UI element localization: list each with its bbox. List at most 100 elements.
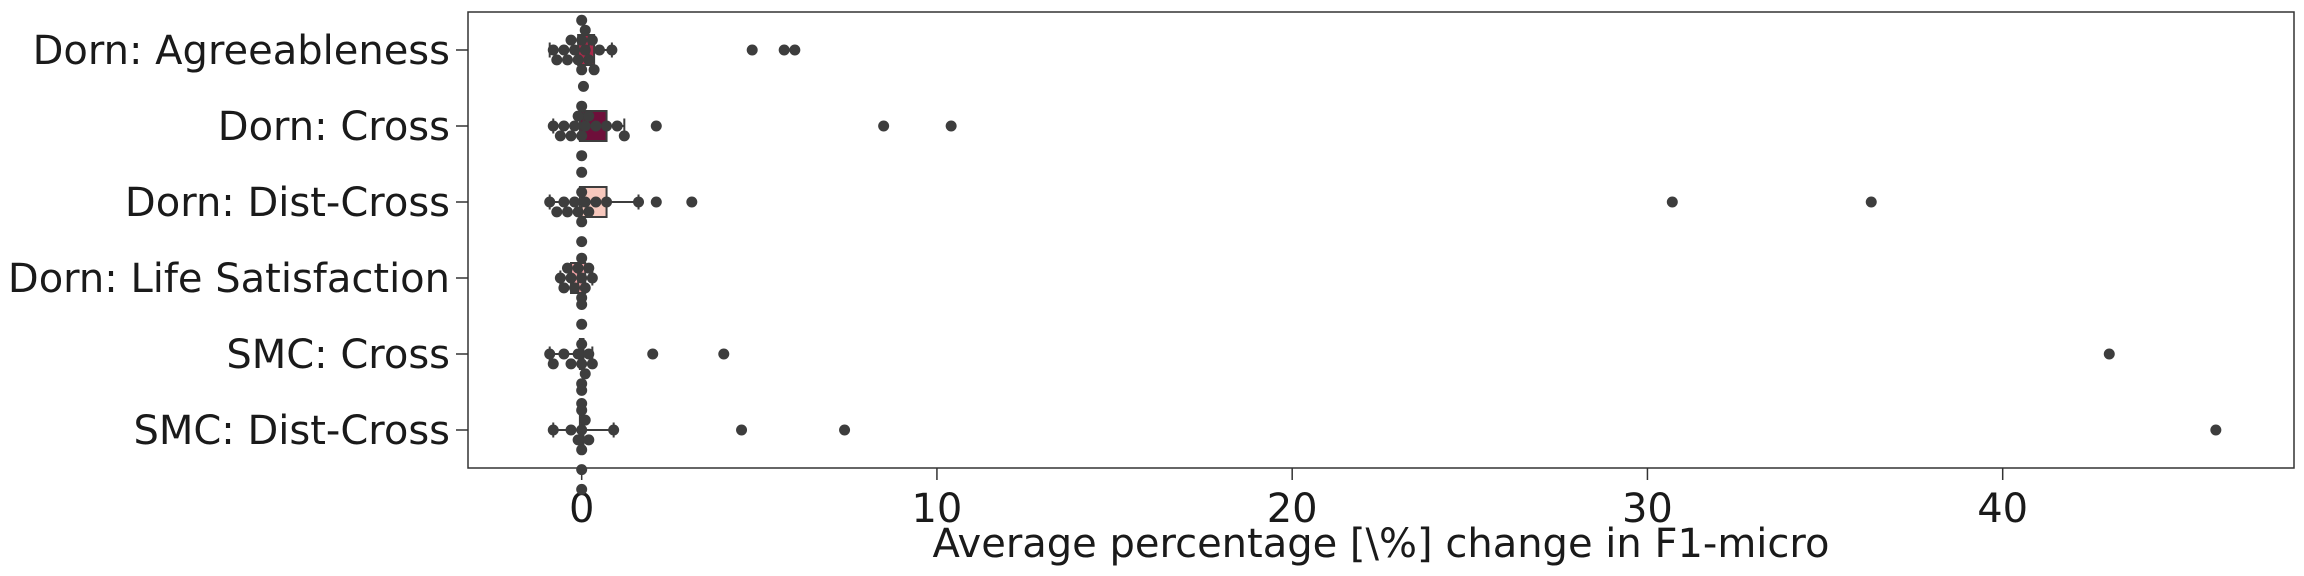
x-tick-label: 10 xyxy=(911,486,962,532)
data-point xyxy=(565,424,577,436)
data-point xyxy=(576,444,588,456)
data-point xyxy=(736,424,748,436)
data-point xyxy=(583,434,595,446)
data-point xyxy=(565,272,577,284)
data-point xyxy=(878,120,890,132)
data-point xyxy=(2103,348,2115,360)
data-point xyxy=(593,44,605,56)
data-point xyxy=(590,196,602,208)
data-point xyxy=(576,299,588,310)
data-point xyxy=(650,196,662,208)
x-tick-label: 30 xyxy=(1622,486,1673,532)
data-point xyxy=(576,483,588,495)
plot-frame xyxy=(467,11,2295,469)
data-point xyxy=(576,358,588,370)
data-point xyxy=(547,44,559,56)
data-point xyxy=(576,14,588,26)
category-label: Dorn: Cross xyxy=(218,104,450,150)
data-point xyxy=(544,196,556,208)
data-point xyxy=(572,54,584,66)
data-point xyxy=(650,120,662,132)
data-point xyxy=(565,358,577,370)
data-point xyxy=(547,358,559,370)
category-label: SMC: Cross xyxy=(226,332,450,378)
data-point xyxy=(576,318,588,330)
data-point xyxy=(576,150,588,162)
data-point xyxy=(686,196,698,208)
data-point xyxy=(579,120,591,132)
data-point xyxy=(718,348,730,360)
data-point xyxy=(565,34,577,46)
data-point xyxy=(633,196,645,208)
box-series xyxy=(548,34,640,446)
data-point xyxy=(576,272,588,284)
data-point xyxy=(647,348,659,360)
data-point xyxy=(576,384,588,396)
data-point xyxy=(586,34,598,46)
data-point xyxy=(1666,196,1678,208)
data-point xyxy=(576,34,588,46)
data-point xyxy=(601,120,613,132)
x-axis-ticks: 0 10 20 30 40 xyxy=(569,468,2028,532)
data-point xyxy=(576,64,588,76)
data-point xyxy=(579,24,591,36)
x-axis-title: Average percentage [\%] change in F1-mic… xyxy=(933,521,1830,567)
data-point xyxy=(569,196,581,208)
data-point xyxy=(547,424,559,436)
data-point xyxy=(572,434,584,446)
data-point xyxy=(576,338,588,350)
data-point xyxy=(579,368,591,380)
data-point xyxy=(778,44,790,56)
data-point xyxy=(579,196,591,208)
data-point xyxy=(576,252,588,264)
data-point xyxy=(586,358,598,370)
data-point xyxy=(608,424,620,436)
data-point xyxy=(945,120,957,132)
category-labels: Dorn: Agreeableness Dorn: Cross Dorn: Dist… xyxy=(8,28,468,454)
data-point xyxy=(579,414,591,426)
category-label: SMC: Dist-Cross xyxy=(133,408,450,454)
data-point xyxy=(576,424,588,436)
data-point xyxy=(565,130,577,142)
data-point xyxy=(579,282,591,294)
data-point xyxy=(576,404,588,416)
data-point xyxy=(576,166,588,178)
data-point xyxy=(572,262,584,274)
data-point xyxy=(583,110,595,122)
data-point xyxy=(576,100,588,112)
data-point xyxy=(547,120,559,132)
category-label: Dorn: Agreeableness xyxy=(33,28,450,74)
data-point xyxy=(839,424,851,436)
data-point xyxy=(576,236,588,248)
data-point xyxy=(1865,196,1877,208)
data-point xyxy=(569,44,581,56)
category-label: Dorn: Life Satisfaction xyxy=(8,256,450,302)
data-point xyxy=(606,44,618,56)
data-point xyxy=(576,216,588,228)
data-point xyxy=(551,54,563,66)
data-point xyxy=(618,130,630,142)
data-point xyxy=(588,64,600,76)
data-points xyxy=(544,14,2222,495)
data-point xyxy=(569,282,581,294)
data-point xyxy=(576,186,588,198)
data-point xyxy=(576,130,588,142)
data-point xyxy=(558,120,570,132)
data-point xyxy=(577,80,589,92)
data-point xyxy=(554,272,566,284)
data-point xyxy=(558,196,570,208)
data-point xyxy=(583,348,595,360)
data-point xyxy=(583,54,595,66)
plot-area xyxy=(467,11,2295,469)
data-point xyxy=(551,206,563,218)
data-point xyxy=(579,44,591,56)
data-point xyxy=(572,110,584,122)
data-point xyxy=(558,282,570,294)
data-point xyxy=(558,44,570,56)
data-point xyxy=(572,206,584,218)
data-point xyxy=(554,130,566,142)
data-point xyxy=(572,348,584,360)
data-point xyxy=(746,44,758,56)
data-point xyxy=(611,120,623,132)
